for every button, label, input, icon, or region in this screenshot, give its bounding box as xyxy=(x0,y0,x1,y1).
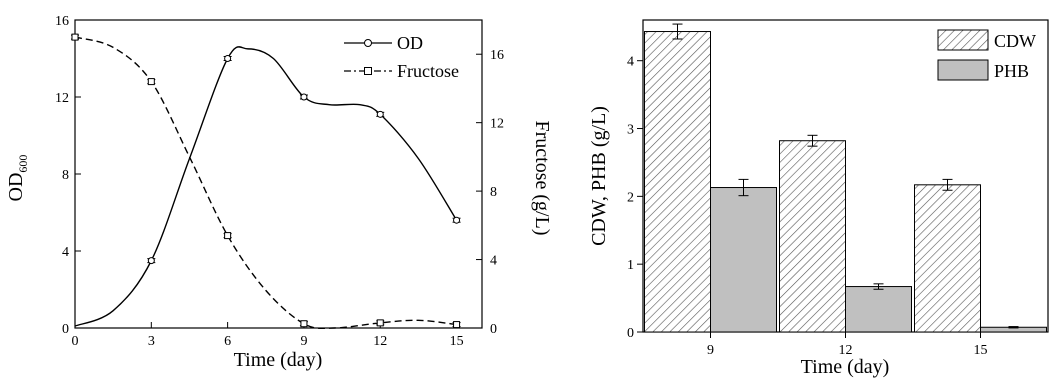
fructose-data-point xyxy=(71,33,79,41)
right-y-ticks: 0 1 2 3 4 xyxy=(627,55,643,341)
left-x-tick-label: 15 xyxy=(450,334,464,349)
left-x-axis-label: Time (day) xyxy=(234,349,323,371)
right-x-ticks: 9 12 15 xyxy=(707,332,988,358)
legend-phb-swatch xyxy=(937,59,989,81)
right-x-tick-label: 9 xyxy=(707,343,714,358)
fructose-data-point xyxy=(300,320,308,328)
left-y2-tick-label: 16 xyxy=(490,48,504,63)
legend-fructose-marker xyxy=(364,67,372,75)
cdw-bar xyxy=(914,184,981,333)
legend-cdw-label: CDW xyxy=(994,31,1036,51)
phb-bar xyxy=(710,187,777,333)
left-y2-tick-label: 12 xyxy=(490,117,504,132)
od-data-point xyxy=(453,216,461,224)
right-x-tick-label: 15 xyxy=(974,343,988,358)
fructose-data-point xyxy=(147,78,155,86)
right-y-tick-label: 4 xyxy=(627,55,634,70)
fructose-data-point xyxy=(376,319,384,327)
left-x-tick-label: 12 xyxy=(373,334,387,349)
cdw-bar xyxy=(644,31,711,333)
right-y-axis-label: CDW, PHB (g/L) xyxy=(588,106,610,246)
right-y-tick-label: 0 xyxy=(627,326,634,341)
left-y-ticks: 0 4 8 12 16 xyxy=(55,14,81,337)
left-y-tick-label: 4 xyxy=(62,245,69,260)
od-data-point xyxy=(147,257,155,265)
left-y2-tick-label: 4 xyxy=(490,254,497,269)
od-data-point xyxy=(300,93,308,101)
left-series xyxy=(71,33,461,330)
right-y-tick-label: 3 xyxy=(627,123,634,138)
fructose-series-line xyxy=(74,36,457,330)
left-y2-tick-label: 8 xyxy=(490,185,497,200)
cdw-bar xyxy=(779,140,846,333)
fructose-data-point xyxy=(453,321,461,329)
left-y2-axis-label: Fructose (g/L) xyxy=(531,121,553,236)
left-y2-tick-label: 0 xyxy=(490,322,497,337)
left-x-tick-label: 9 xyxy=(300,334,307,349)
left-y-axis-label-sub: 600 xyxy=(16,155,30,173)
left-legend: OD Fructose xyxy=(344,33,459,81)
left-y2-ticks: 0 4 8 12 16 xyxy=(476,48,504,337)
left-x-tick-label: 6 xyxy=(224,334,231,349)
right-x-tick-label: 12 xyxy=(839,343,853,358)
legend-fructose-label: Fructose xyxy=(397,61,459,81)
right-y-tick-label: 2 xyxy=(627,190,634,205)
left-y-axis-label: OD600 xyxy=(5,155,30,202)
left-y-tick-label: 8 xyxy=(62,168,69,183)
right-bars xyxy=(644,23,1047,333)
legend-od-label: OD xyxy=(397,33,423,53)
left-x-tick-label: 3 xyxy=(148,334,155,349)
left-x-tick-label: 0 xyxy=(72,334,79,349)
left-y-tick-label: 16 xyxy=(55,14,69,29)
legend-od-marker xyxy=(364,39,372,47)
left-y-axis-label-main: OD xyxy=(5,173,27,202)
od-series-line xyxy=(74,46,458,327)
left-y-tick-label: 12 xyxy=(55,91,69,106)
left-y-tick-label: 0 xyxy=(62,322,69,337)
right-x-axis-label: Time (day) xyxy=(801,356,890,378)
legend-phb-label: PHB xyxy=(994,61,1029,81)
right-y-tick-label: 1 xyxy=(627,258,634,273)
fructose-data-point xyxy=(224,232,232,240)
od-data-point xyxy=(376,110,384,118)
od-data-point xyxy=(224,55,232,62)
left-x-ticks: 0 3 6 9 12 15 xyxy=(72,322,464,349)
legend-cdw-swatch xyxy=(937,29,989,51)
phb-bar xyxy=(845,286,912,333)
right-legend: CDW PHB xyxy=(937,29,1036,81)
